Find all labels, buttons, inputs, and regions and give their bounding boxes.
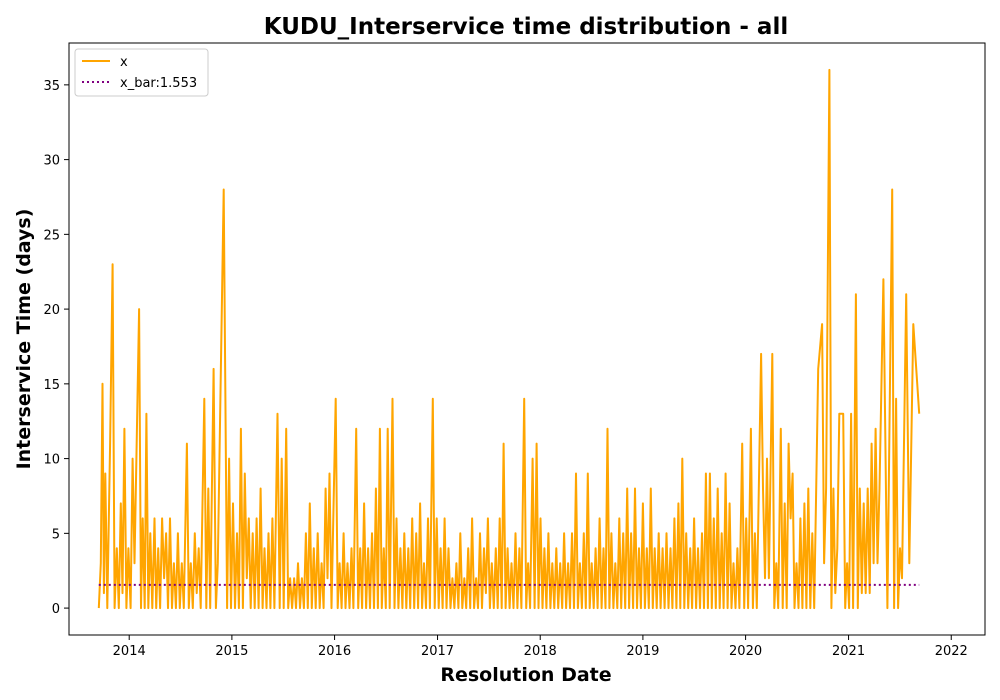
x-tick-label: 2014: [113, 644, 146, 659]
x-tick-label: 2022: [935, 644, 968, 659]
x-tick-label: 2021: [832, 644, 865, 659]
y-tick-label: 30: [43, 154, 60, 169]
y-tick-label: 25: [43, 228, 60, 243]
chart-title: KUDU_Interservice time distribution - al…: [264, 14, 788, 40]
x-tick-label: 2018: [524, 644, 557, 659]
y-tick-label: 35: [43, 79, 60, 94]
x-axis-label: Resolution Date: [440, 664, 611, 686]
plot-area: [68, 42, 986, 636]
plot-frame: [68, 42, 986, 636]
y-axis: 0 5 10 15 20 25 30 35: [43, 79, 69, 617]
x-tick-label: 2016: [318, 644, 351, 659]
legend-label-x-bar: x_bar:1.553: [120, 76, 197, 91]
legend: x x_bar:1.553: [74, 48, 209, 97]
x-tick-label: 2017: [421, 644, 454, 659]
x-tick-label: 2015: [215, 644, 248, 659]
series-layer: [97, 68, 921, 610]
y-tick-label: 0: [52, 602, 60, 617]
y-tick-label: 10: [43, 453, 60, 468]
y-tick-label: 15: [43, 378, 60, 393]
series-line-x: [97, 68, 921, 610]
legend-label-x: x: [120, 55, 128, 70]
x-tick-label: 2019: [626, 644, 659, 659]
x-axis: 2014 2015 2016 2017 2018 2019 2020 2021 2022: [113, 635, 968, 659]
y-axis-label: Interservice Time (days): [13, 209, 35, 470]
y-tick-label: 20: [43, 303, 60, 318]
x-tick-label: 2020: [729, 644, 762, 659]
y-tick-label: 5: [52, 527, 60, 542]
